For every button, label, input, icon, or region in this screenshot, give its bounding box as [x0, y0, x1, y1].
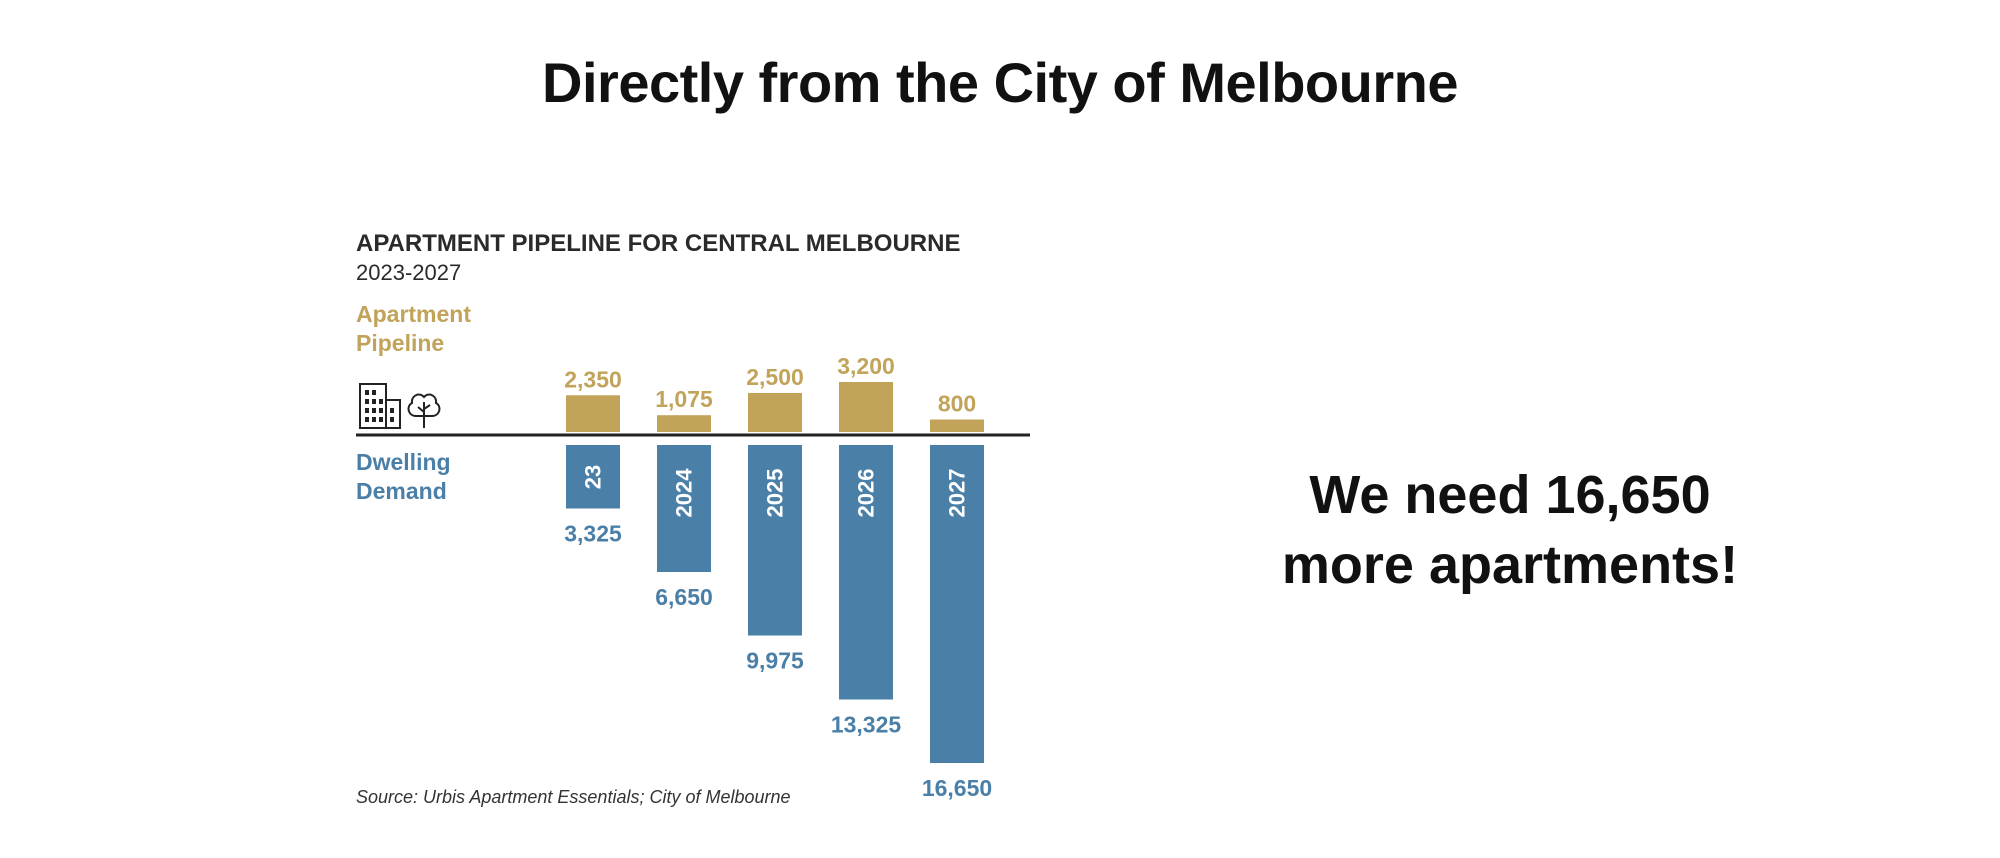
demand-bar — [930, 445, 984, 763]
callout-text: We need 16,650 more apartments! — [1220, 460, 1800, 600]
pipeline-bar — [930, 419, 984, 432]
year-label: 2024 — [672, 468, 697, 518]
callout-line-2: more apartments! — [1281, 535, 1739, 595]
demand-value-label: 13,325 — [831, 711, 902, 737]
pipeline-value-label: 1,075 — [655, 386, 713, 412]
pipeline-value-label: 800 — [938, 391, 976, 417]
demand-series-label: Dwelling Demand — [356, 449, 451, 504]
pipeline-value-label: 3,200 — [837, 353, 895, 379]
chart-source: Source: Urbis Apartment Essentials; City… — [356, 787, 791, 807]
pipeline-bar — [566, 395, 620, 432]
pipeline-bar — [839, 382, 893, 432]
pipeline-series-label: Apartment Pipeline — [356, 301, 472, 356]
chart-area: APARTMENT PIPELINE FOR CENTRAL MELBOURNE… — [350, 220, 1050, 820]
demand-value-label: 3,325 — [564, 521, 622, 547]
building-icon — [359, 383, 401, 429]
year-label: 2027 — [945, 469, 970, 518]
demand-bar — [748, 445, 802, 636]
slide-title: Directly from the City of Melbourne — [542, 51, 1458, 114]
tree-icon — [407, 393, 441, 428]
demand-bar — [566, 445, 620, 509]
bar-chart: 2,350 3,325 23 1,075 6,650 2024 2,500 9,975 2025… — [356, 353, 1030, 801]
year-label: 23 — [581, 465, 606, 489]
demand-value-label: 16,650 — [922, 775, 992, 801]
demand-value-label: 9,975 — [746, 648, 804, 674]
pipeline-value-label: 2,350 — [564, 366, 622, 392]
chart-title: APARTMENT PIPELINE FOR CENTRAL MELBOURNE — [356, 230, 961, 257]
pipeline-bar — [748, 392, 802, 432]
demand-bar — [657, 445, 711, 573]
pipeline-value-label: 2,500 — [746, 364, 804, 390]
year-label: 2025 — [763, 469, 788, 518]
icons-group — [359, 383, 441, 429]
year-label: 2026 — [854, 469, 879, 518]
demand-value-label: 6,650 — [655, 584, 713, 610]
pipeline-bar — [657, 415, 711, 432]
chart-subtitle: 2023-2027 — [356, 260, 462, 285]
callout-line-1: We need 16,650 — [1309, 465, 1711, 525]
demand-bar — [839, 445, 893, 700]
